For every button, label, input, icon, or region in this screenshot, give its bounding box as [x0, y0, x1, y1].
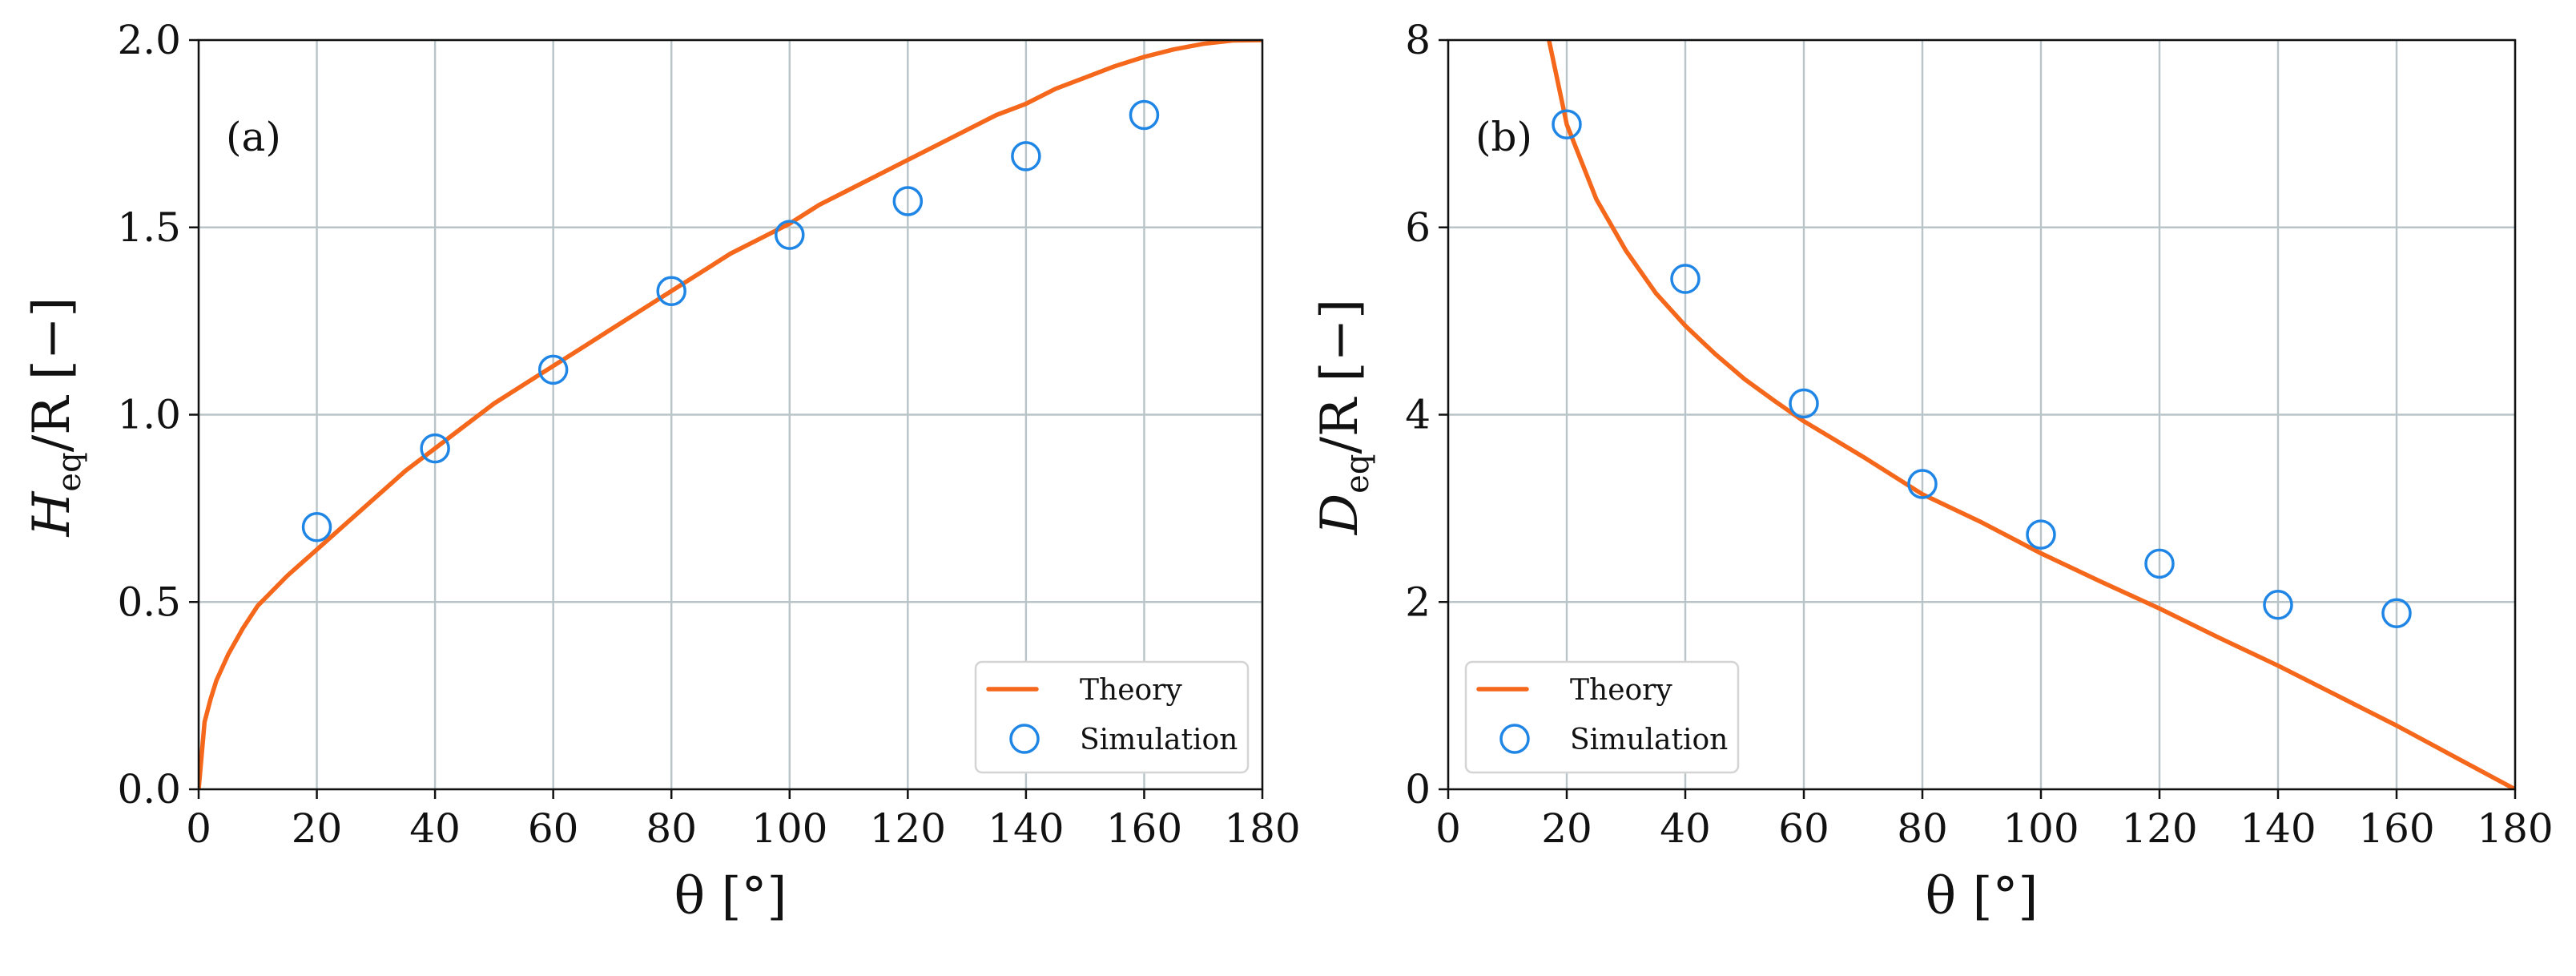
simulation-point: [1552, 109, 1582, 139]
x-tick-labels: 0 20 40 60 80 100 120 140 160 180: [1435, 805, 2554, 852]
simulation-point: [420, 433, 450, 464]
y-tick-label: 1.0: [117, 392, 181, 438]
x-tick-label: 120: [870, 805, 946, 852]
y-tick-label: 0.0: [117, 766, 181, 813]
x-tick-label: 0: [186, 805, 211, 852]
y-tick-label: 0: [1405, 766, 1431, 813]
simulation-point: [301, 512, 332, 542]
chart-panel-b: 0 20 40 60 80 100 120 140 160 180 0 2 4 6 8 (b) θ [°]…: [1310, 17, 2554, 926]
legend-box: [974, 660, 1250, 774]
x-tick-label: 60: [528, 805, 579, 852]
theory-curve-group: [1547, 40, 2515, 789]
legend: Theory Simulation: [974, 660, 1250, 774]
x-tick-label: 160: [2358, 805, 2434, 852]
x-tick-label: 120: [2121, 805, 2197, 852]
x-tick-label: 40: [1660, 805, 1711, 852]
simulation-point: [2263, 590, 2293, 620]
simulation-point: [1011, 141, 1041, 171]
simulation-point: [1670, 264, 1701, 294]
x-tick-label: 20: [292, 805, 343, 852]
legend-simulation-label: Simulation: [1570, 724, 1728, 756]
x-axis-label: θ [°]: [674, 867, 787, 926]
y-axis-label: Heq/R [−]: [22, 297, 88, 538]
x-tick-label: 140: [988, 805, 1064, 852]
theory-line: [199, 40, 1262, 789]
y-tick-label: 8: [1405, 17, 1431, 63]
x-tick-label: 100: [751, 805, 827, 852]
simulation-points-group: [1552, 109, 2412, 629]
legend-simulation-marker: [1009, 724, 1040, 754]
simulation-point: [2381, 598, 2412, 629]
simulation-point: [1789, 388, 1819, 419]
simulation-point: [892, 186, 924, 216]
y-tick-label: 4: [1405, 392, 1431, 438]
simulation-point: [2026, 519, 2056, 550]
y-tick-label: 6: [1405, 204, 1431, 251]
tick-marks: [1439, 38, 2517, 799]
simulation-point: [1907, 469, 1938, 499]
legend-theory-label: Theory: [1570, 674, 1672, 707]
y-tick-label: 0.5: [117, 579, 181, 625]
x-tick-label: 160: [1106, 805, 1182, 852]
y-tick-label: 2: [1405, 579, 1431, 625]
x-tick-label: 40: [409, 805, 461, 852]
x-tick-label: 180: [2477, 805, 2553, 852]
simulation-point: [775, 220, 805, 250]
simulation-point: [537, 354, 569, 385]
x-axis-label: θ [°]: [1926, 867, 2039, 926]
legend-box: [1464, 660, 1740, 774]
panel-label: (a): [226, 114, 281, 160]
x-tick-label: 20: [1541, 805, 1592, 852]
x-tick-labels: 0 20 40 60 80 100 120 140 160 180: [186, 805, 1301, 852]
simulation-point: [1129, 99, 1160, 131]
y-tick-label: 1.5: [117, 204, 181, 251]
y-tick-label: 2.0: [117, 17, 181, 63]
legend: Theory Simulation: [1464, 660, 1740, 774]
chart-panel-a: 0 20 40 60 80 100 120 140 160 180 0.0 0.5 1.0 1.5 2.0…: [22, 17, 1301, 926]
simulation-points-group: [301, 99, 1160, 542]
legend-simulation-marker: [1499, 724, 1530, 754]
panel-label: (b): [1475, 114, 1532, 160]
x-tick-label: 80: [646, 805, 697, 852]
simulation-point: [2144, 548, 2175, 579]
x-tick-label: 0: [1435, 805, 1461, 852]
y-tick-labels: 0.0 0.5 1.0 1.5 2.0: [117, 17, 181, 813]
theory-line: [1547, 40, 2515, 789]
tick-marks: [189, 38, 1264, 799]
y-axis-label: Deq/R [−]: [1310, 299, 1376, 535]
x-tick-label: 80: [1897, 805, 1948, 852]
x-tick-label: 180: [1224, 805, 1300, 852]
legend-theory-label: Theory: [1080, 674, 1182, 707]
simulation-point: [656, 276, 686, 306]
x-tick-label: 140: [2240, 805, 2316, 852]
y-tick-labels: 0 2 4 6 8: [1405, 17, 1431, 813]
x-tick-label: 100: [2002, 805, 2079, 852]
theory-curve-group: [199, 40, 1262, 789]
legend-simulation-label: Simulation: [1080, 724, 1238, 756]
x-tick-label: 60: [1778, 805, 1829, 852]
